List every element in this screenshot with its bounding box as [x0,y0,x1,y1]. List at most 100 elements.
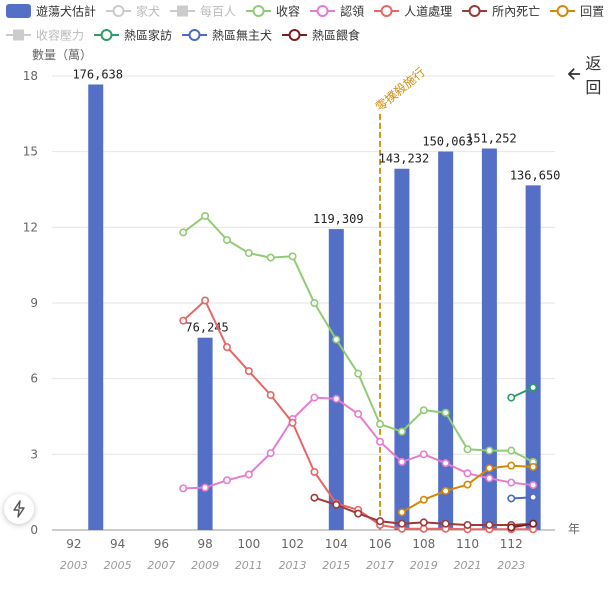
x-tick-label-108: 108 [412,537,435,551]
legend-item-家犬[interactable]: 家犬 [106,4,160,19]
y-tick-label-6: 6 [30,372,38,386]
series-point-收容-110 [463,445,472,454]
series-point-收容-111 [485,446,494,455]
series-point-認領-104 [332,394,341,403]
series-point-認領-110 [463,469,472,478]
legend-label-家犬: 家犬 [136,4,160,19]
legend-item-熱區無主犬[interactable]: 熱區無主犬 [182,28,272,43]
chart-gridlines [52,75,555,531]
series-point-認領-101 [266,449,275,458]
x-tick-sublabel-2023: 2023 [497,559,525,572]
x-tick-sublabel-2005: 2005 [104,559,132,572]
legend-item-認領[interactable]: 認領 [310,4,364,19]
series-point-認領-113 [529,481,538,490]
series-point-收容-107 [397,427,406,436]
legend-label-熱區無主犬: 熱區無主犬 [212,28,272,43]
series-point-所內死亡-104 [332,500,341,509]
legend-item-所內死亡[interactable]: 所內死亡 [462,5,540,19]
bar-111 [481,148,497,530]
series-point-熱區餵食-112 [507,523,516,532]
y-tick-label-12: 12 [23,220,38,234]
x-axis-ticks: 92 2003 94 2005 96 2007 98 2009 100 2011 102 2013 10… [60,537,525,572]
x-tick-label-96: 96 [154,537,169,551]
series-point-收容-112 [507,446,516,455]
x-tick-sublabel-2007: 2007 [147,559,175,572]
x-tick-label-112: 112 [500,537,523,551]
x-tick-sublabel-2021: 2021 [454,559,482,572]
y-tick-label-0: 0 [30,523,38,537]
legend-swatch-marker-認領 [316,5,329,17]
x-tick-sublabel-2003: 2003 [60,559,88,572]
x-tick-sublabel-2009: 2009 [191,559,219,572]
series-point-認領-97 [179,484,188,493]
legend-swatch-遊蕩犬估計 [6,4,31,18]
legend-swatch-marker-熱區餵食 [288,29,301,41]
legend-item-回置[interactable]: 回置 [550,5,604,19]
series-point-收容-104 [332,335,341,344]
legend-item-人道處理[interactable]: 人道處理 [374,5,452,19]
series-point-認領-103 [310,393,319,402]
legend-item-收容壓力[interactable]: 收容壓力 [6,28,84,43]
series-point-人道處理-100 [244,367,253,376]
series-point-收容-98 [201,211,210,220]
x-tick-sublabel-2017: 2017 [366,559,394,572]
series-point-回置-107 [397,508,406,517]
series-point-收容-103 [310,298,319,307]
bar-107 [394,168,410,530]
legend-item-熱區家訪[interactable]: 熱區家訪 [94,28,172,43]
x-tick-label-110: 110 [456,537,479,551]
bar-98 [197,337,213,530]
series-point-人道處理-98 [201,296,210,305]
series-point-熱區無主犬-113 [529,493,538,502]
bar-label-109: 150,063 [422,135,473,149]
legend-item-遊蕩犬估計[interactable]: 遊蕩犬估計 [6,4,96,19]
series-point-所內死亡-108 [419,518,428,527]
bar-label-113: 136,650 [510,168,561,182]
series-point-認領-108 [419,450,428,459]
bar-label-111: 151,252 [466,132,517,146]
series-point-收容-108 [419,406,428,415]
legend-label-每百人: 每百人 [200,4,236,19]
legend-item-熱區餵食[interactable]: 熱區餵食 [282,28,360,43]
y-tick-label-9: 9 [30,296,38,310]
series-point-人道處理-99 [222,343,231,352]
x-tick-label-102: 102 [281,537,304,551]
bar-113 [525,185,541,531]
back-button[interactable]: 返回 [566,54,616,97]
legend-label-回置: 回置 [580,5,604,19]
legend-label-收容: 收容 [276,4,300,19]
x-tick-sublabel-2019: 2019 [410,559,438,572]
x-tick-label-104: 104 [325,537,348,551]
x-tick-label-94: 94 [110,537,125,551]
legend-item-每百人[interactable]: 每百人 [170,4,236,19]
bar-109 [438,151,454,531]
series-point-人道處理-102 [288,418,297,427]
legend-label-熱區餵食: 熱區餵食 [312,28,360,43]
series-point-收容-100 [244,249,253,258]
legend-swatch-marker-收容壓力 [13,29,24,41]
x-tick-label-100: 100 [237,537,260,551]
series-point-認領-100 [244,470,253,479]
legend-label-收容壓力: 收容壓力 [36,28,84,43]
series-point-認領-112 [507,478,516,487]
series-point-熱區家訪-112 [507,393,516,402]
series-point-收容-99 [222,235,231,244]
arrow-left-icon [568,68,581,80]
back-button-label: 返回 [585,54,602,97]
bar-label-107: 143,232 [379,152,430,166]
series-point-認領-106 [376,437,385,446]
series-point-回置-108 [419,495,428,504]
bar-label-104: 119,309 [313,212,364,226]
lightning-button[interactable] [4,494,34,524]
bar-93 [88,84,104,531]
bar-label-98: 76,245 [185,321,228,335]
y-tick-label-3: 3 [30,447,38,461]
line-series [179,211,538,534]
legend-item-收容[interactable]: 收容 [246,4,300,19]
series-point-人道處理-101 [266,391,275,400]
series-point-收容-109 [441,408,450,417]
legend-swatch-marker-熱區家訪 [100,29,113,41]
legend-label-熱區家訪: 熱區家訪 [124,28,172,43]
series-point-所內死亡-110 [463,520,472,529]
